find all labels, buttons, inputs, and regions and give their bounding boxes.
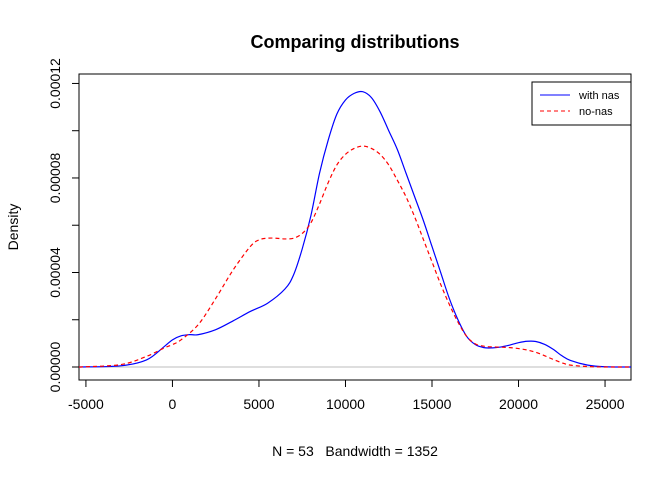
series-layer [78,90,632,368]
legend-box [531,81,632,126]
x-tick-label: 5000 [243,396,274,412]
x-tick-label: 10000 [326,396,365,412]
legend-label-with-nas: with nas [578,90,620,102]
x-axis-label: N = 53 Bandwidth = 1352 [272,443,438,459]
x-tick-label: 0 [169,396,177,412]
y-tick-label: 0.00012 [47,58,63,109]
x-tick-label: 15000 [413,396,452,412]
y-axis-label: Density [5,204,21,251]
series-line-with-nas [78,90,632,368]
x-tick-label: -5000 [68,396,104,412]
x-axis: -5000 0 5000 10000 15000 20000 25000 [68,380,625,412]
y-axis: 0.00000 0.00004 0.00008 0.00012 [47,58,79,392]
x-tick-label: 25000 [586,396,625,412]
legend-label-no-nas: no-nas [579,106,613,118]
y-tick-label: 0.00000 [47,341,63,392]
series-line-no-nas [78,145,632,368]
y-tick-label: 0.00004 [47,247,63,298]
legend: with nas no-nas [531,81,632,126]
x-tick-label: 20000 [499,396,538,412]
chart-title: Comparing distributions [251,32,460,52]
plot-frame [78,73,632,381]
y-tick-label: 0.00008 [47,152,63,203]
